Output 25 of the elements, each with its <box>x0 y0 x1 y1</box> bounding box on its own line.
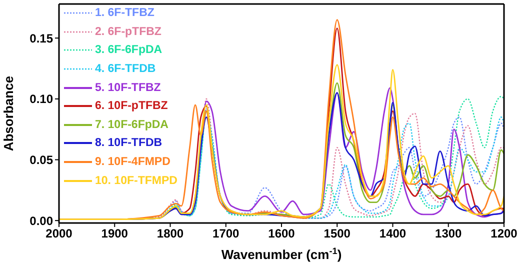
legend-label: 9. 10F-4FMPD <box>95 156 170 168</box>
y-axis-title: Absorbance <box>1 76 16 152</box>
legend-label: 8. 10F-TFDB <box>95 137 162 150</box>
x-tick-label: 1200 <box>490 226 518 241</box>
y-tick-label: 0.05 <box>30 152 54 167</box>
legend-label: 4. 6F-TFDB <box>95 63 156 76</box>
y-tick-label: 0.00 <box>30 214 54 228</box>
legend-label: 3. 6F-6FpDA <box>95 44 162 56</box>
x-tick-label: 1400 <box>379 226 406 241</box>
legend-label: 5. 10F-TFBZ <box>95 82 161 94</box>
legend-label: 6. 10F-pTFBZ <box>95 100 168 112</box>
legend-label: 10. 10F-TFMPD <box>95 174 178 187</box>
x-tick-label: 1700 <box>212 226 240 241</box>
x-tick-label: 1800 <box>156 226 184 241</box>
x-tick-label: 2000 <box>46 226 73 241</box>
legend-label: 1. 6F-TFBZ <box>95 7 154 20</box>
x-tick-label: 1600 <box>268 226 296 241</box>
y-tick-label: 0.15 <box>30 31 54 46</box>
x-axis-title: Wavenumber (cm$^{-1}$) <box>221 246 342 262</box>
x-tick-label: 1500 <box>324 226 351 241</box>
legend-label: 2. 6F-pTFBZ <box>95 26 162 38</box>
y-tick-label: 0.10 <box>30 92 54 106</box>
x-tick-label: 1300 <box>435 226 462 241</box>
legend-label: 7. 10F-6FpDA <box>95 118 168 131</box>
x-tick-label: 1900 <box>101 226 128 241</box>
